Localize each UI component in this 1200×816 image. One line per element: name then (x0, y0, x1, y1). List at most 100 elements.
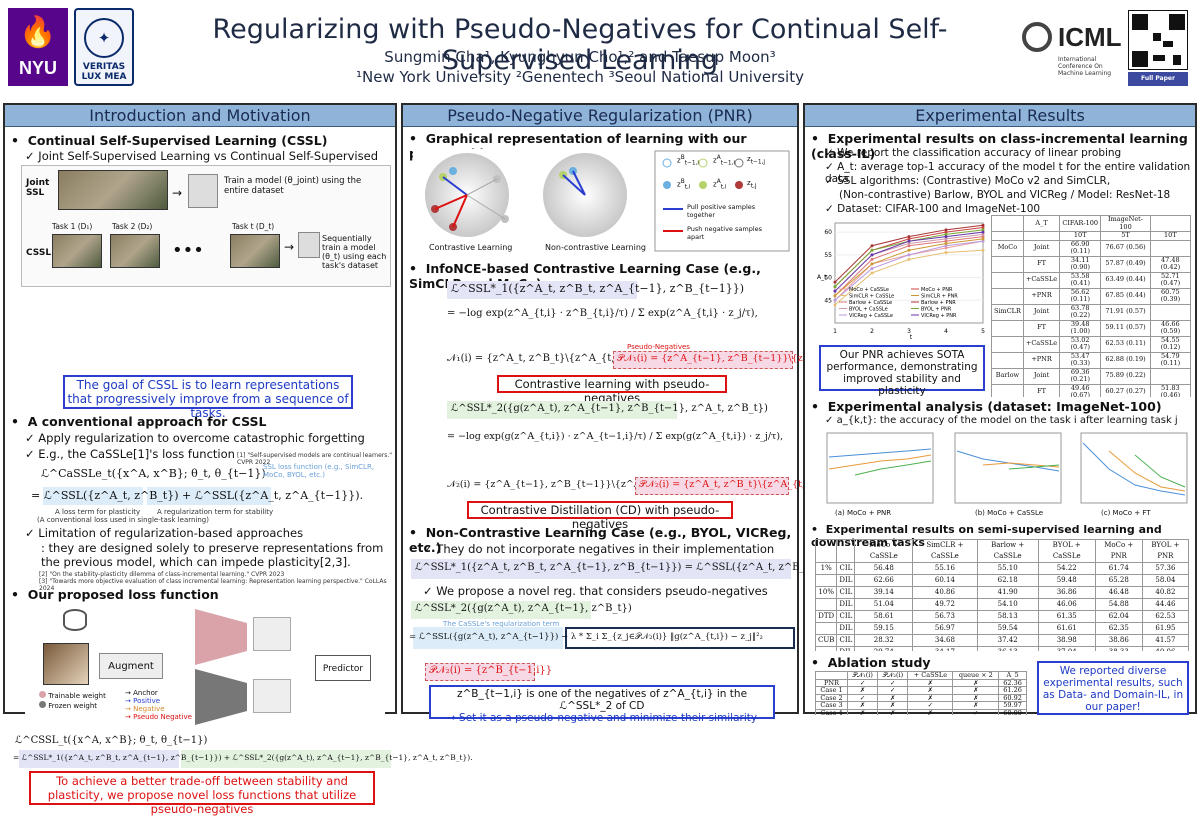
table-cell (991, 255, 1024, 273)
legend-label: Barlow + CaSSLe (849, 300, 892, 306)
table-cell: 67.85 (0.44) (1100, 287, 1151, 305)
ellipsis-icon: ••• (172, 240, 204, 261)
table-cell: 58.13 (976, 610, 1039, 623)
table-cell: 54.55 (0.12) (1149, 335, 1192, 353)
pn2-nc-highlight (425, 663, 535, 681)
intro-title: Introduction and Motivation (5, 105, 395, 127)
table-cell: ✗ (907, 686, 954, 695)
series-point (870, 244, 874, 248)
experiments-title: Experimental Results (805, 105, 1195, 127)
x-tick-label: 5 (981, 328, 985, 335)
table-cell: 54.22 (1037, 562, 1096, 575)
series-point (981, 223, 985, 227)
table-cell: DTD (815, 610, 838, 623)
experiments-panel: Experimental Results • Experimental resu… (803, 103, 1197, 715)
nyu-logo: 🔥 NYU (8, 8, 68, 86)
table-cell: 62.53 (1141, 610, 1190, 623)
table-cell: FT (1022, 383, 1061, 397)
table-row: FT 49.46 (0.67) 60.27 (0.27) 51.83 (0.46) (991, 383, 1192, 397)
noncontrastive-heading: • Non-Contrastive Learning Case (e.g., B… (409, 525, 792, 555)
table-cell: ✓ (907, 701, 954, 710)
model-icon (188, 174, 218, 208)
series-point (833, 303, 837, 307)
predictor-block: Predictor (315, 655, 371, 681)
semi-table: MoCo + CaSSLe SimCLR + CaSSLe Barlow + CaS… (815, 539, 1190, 651)
table-cell: 60.75 (0.39) (1149, 287, 1192, 305)
series-point (870, 257, 874, 261)
feature-block-t-1 (253, 679, 291, 713)
arrow-legend: → Anchor → Positive → Negative → Pseudo … (125, 689, 192, 721)
table-cell: 75.89 (0.22) (1100, 367, 1151, 385)
qr-code[interactable] (1128, 10, 1188, 70)
table-cell (815, 646, 838, 651)
table-cell: ✗ (877, 708, 909, 715)
table-row: Case 3 ✗ ✗ ✓ ✗ 59.97 (815, 701, 1027, 710)
table-cell: Barlow + CaSSLe (976, 539, 1039, 563)
table-row: +CaSSLe 53.02 (0.47) 62.53 (0.11) 54.55 (0.… (991, 335, 1192, 353)
table-cell: 76.67 (0.56) (1100, 239, 1151, 257)
series-point (907, 237, 911, 241)
task2-image (110, 234, 160, 268)
table-row: CUB CIL 28.32 34.68 37.42 38.98 38.86 41.57 (815, 634, 1190, 647)
eq2-fraction: = −log exp(g(z^A_{t,i}) · z^A_{t−1,i}/τ)… (447, 431, 784, 442)
table-cell: +CaSSLe (1022, 335, 1061, 353)
table-cell: 37.42 (976, 634, 1039, 647)
series-point (944, 232, 948, 236)
table-cell: ✗ (877, 701, 909, 710)
legend-label: MoCo + CaSSLe (849, 287, 889, 293)
task1-image (52, 234, 102, 268)
affiliations: ¹New York University ²Genentech ³Seoul N… (356, 68, 804, 86)
series-point (944, 244, 948, 248)
table-cell: 54.10 (976, 598, 1039, 611)
table-cell: CIL (836, 562, 856, 575)
push-legend: Push negative samples apart (687, 225, 763, 241)
table-cell (836, 539, 856, 563)
y-tick-label: 45 (824, 297, 832, 304)
table-cell: 66.90 (0.11) (1059, 239, 1102, 257)
pnr-title: Pseudo-Negative Regularization (PNR) (403, 105, 797, 127)
table-cell: BYOL + PNR (1141, 539, 1190, 563)
table-cell: 58.04 (1141, 574, 1190, 587)
x-axis-label: t (910, 334, 913, 339)
class-il-check-2: ✓ A_t: average top-1 accuracy of the mod… (825, 161, 1191, 185)
proposed-architecture-figure: Augment Predictor Trainable weight Froze… (25, 603, 385, 729)
diverse-results-box: We reported diverse experimental results… (1037, 661, 1189, 715)
cssl-heading: • Continual Self-Supervised Learning (CS… (11, 133, 328, 148)
table-row: Case 1 ✗ ✓ ✗ ✗ 61.26 (815, 686, 1027, 695)
table-cell (815, 598, 838, 611)
table-row: 10% CIL 39.14 40.86 41.90 36.86 46.48 40.82 (815, 586, 1190, 599)
table-cell: 59.11 (0.57) (1100, 319, 1151, 337)
table-cell: ✗ (952, 701, 1000, 710)
table-cell: ✗ (847, 708, 879, 715)
table-cell: 69.36 (0.21) (1059, 367, 1102, 385)
table-row: SimCLR Joint 63.78 (0.22) 71.91 (0.57) (991, 303, 1192, 321)
weight-legend: Trainable weight Frozen weight (39, 691, 106, 711)
arrow-right-icon: → (284, 240, 295, 254)
table-cell: MoCo + CaSSLe (854, 539, 914, 563)
analysis-check-1: ✓ a_{k,t}: the accuracy of the model on … (825, 415, 1178, 426)
class-il-check-3b: (Non-contrastive) Barlow, BYOL and VICRe… (839, 189, 1171, 201)
eq1-lhs: ℒ^SSL*_1({z^A_t, z^B_t, z^A_{t−1}, z^B_{… (451, 282, 745, 295)
series-point (907, 248, 911, 252)
series-point (944, 241, 948, 245)
conventional-heading: • A conventional approach for CSSL (11, 414, 267, 429)
table-cell (991, 271, 1024, 289)
feature-block-t (253, 617, 291, 651)
table-cell: 29.74 (854, 646, 914, 651)
table-cell (815, 574, 838, 587)
class-il-check-1: ✓ We report the classification accuracy … (825, 147, 1122, 159)
eq2-lhs: ℒ^SSL*_2({g(z^A_t), z^A_{t−1}, z^B_{t−1}… (451, 403, 768, 414)
table-cell: 57.36 (1141, 562, 1190, 575)
table-cell: 60.27 (0.27) (1100, 383, 1151, 397)
graphical-figure: zBt−1,i zAt−1,i zt−1,j zBt,i zAt,i zt,j … (413, 149, 793, 257)
table-row: +CaSSLe 53.58 (0.41) 63.49 (0.44) 52.71 (0.… (991, 271, 1192, 289)
full-paper-button[interactable]: Full Paper (1128, 72, 1188, 86)
table-cell: 58.61 (854, 610, 914, 623)
dog-image (43, 643, 89, 685)
table-cell: 49.46 (0.67) (1059, 383, 1102, 397)
table-row: DIL 59.15 56.97 59.54 61.61 62.35 61.95 (815, 622, 1190, 635)
class-il-check-3: ✓ SSL algorithms: (Contrastive) MoCo v2 … (825, 175, 1111, 187)
table-cell: 65.28 (1094, 574, 1143, 587)
table-cell: 51.04 (854, 598, 914, 611)
table-cell: CIL (836, 634, 856, 647)
